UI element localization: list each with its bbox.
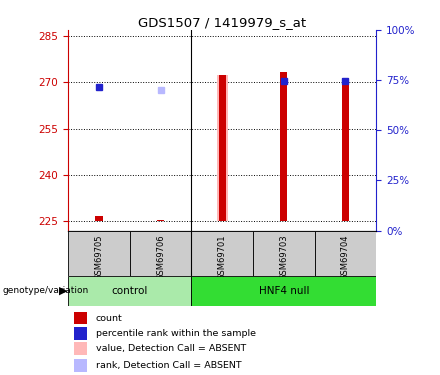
Title: GDS1507 / 1419979_s_at: GDS1507 / 1419979_s_at bbox=[138, 16, 306, 29]
Bar bbox=[68, 231, 130, 276]
Bar bbox=[95, 216, 103, 221]
Bar bbox=[219, 75, 226, 221]
Bar bbox=[253, 231, 315, 276]
Bar bbox=[68, 276, 191, 306]
Text: value, Detection Call = ABSENT: value, Detection Call = ABSENT bbox=[96, 344, 246, 353]
Text: ▶: ▶ bbox=[59, 286, 67, 296]
Bar bbox=[191, 276, 376, 306]
Bar bbox=[74, 342, 87, 355]
Text: count: count bbox=[96, 314, 123, 322]
Bar bbox=[74, 327, 87, 340]
Bar bbox=[191, 231, 253, 276]
Bar bbox=[315, 231, 376, 276]
Bar bbox=[342, 78, 349, 221]
Bar bbox=[74, 359, 87, 372]
Text: GSM69703: GSM69703 bbox=[279, 234, 288, 280]
Text: GSM69704: GSM69704 bbox=[341, 234, 350, 280]
Text: GSM69706: GSM69706 bbox=[156, 234, 165, 280]
Text: rank, Detection Call = ABSENT: rank, Detection Call = ABSENT bbox=[96, 361, 242, 370]
Text: GSM69705: GSM69705 bbox=[95, 234, 103, 280]
Text: HNF4 null: HNF4 null bbox=[259, 286, 309, 296]
Text: percentile rank within the sample: percentile rank within the sample bbox=[96, 329, 256, 338]
Bar bbox=[74, 312, 87, 324]
Text: GSM69701: GSM69701 bbox=[218, 234, 227, 280]
Bar bbox=[157, 220, 164, 221]
Bar bbox=[280, 72, 287, 221]
Text: genotype/variation: genotype/variation bbox=[2, 286, 88, 295]
Bar bbox=[130, 231, 191, 276]
Bar bbox=[216, 75, 228, 221]
Text: control: control bbox=[112, 286, 148, 296]
